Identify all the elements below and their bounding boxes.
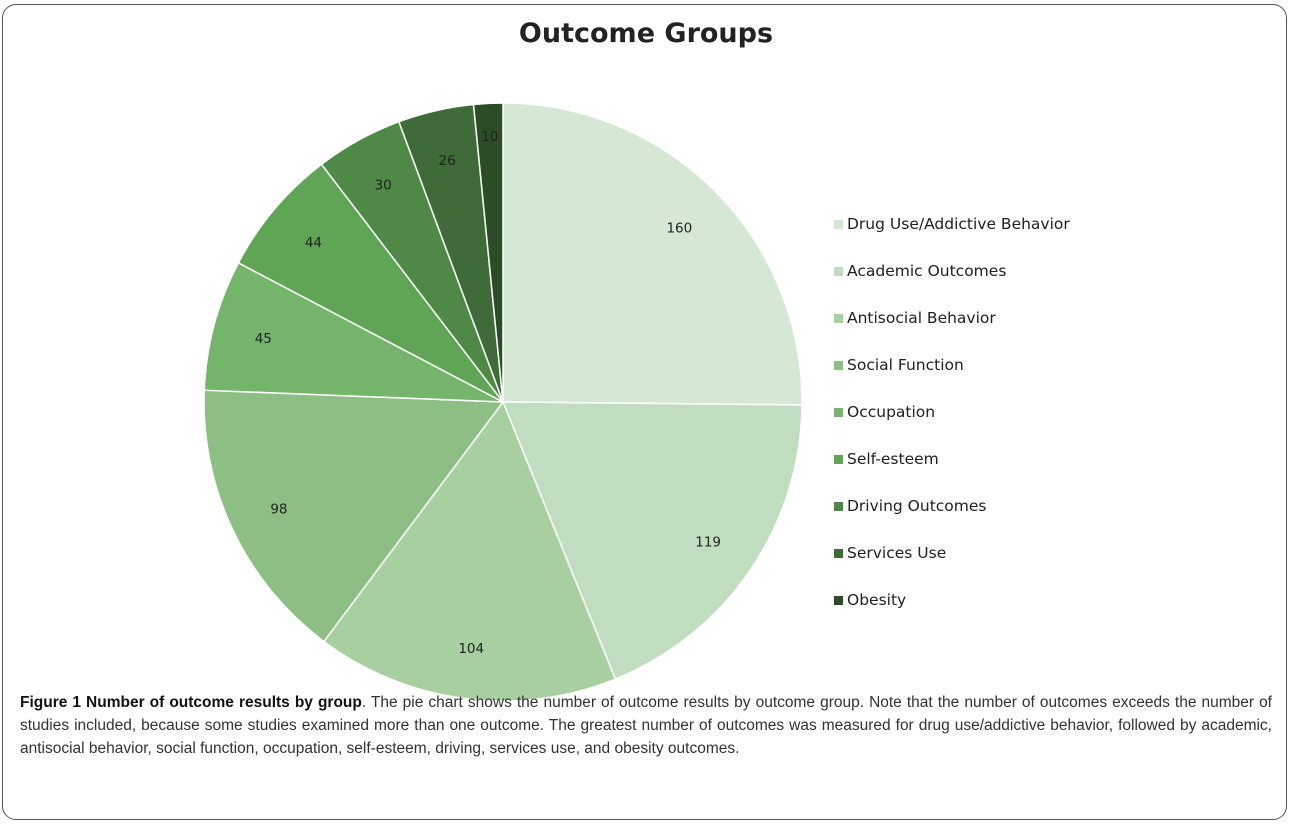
legend-item-obesity: Obesity <box>834 590 906 610</box>
legend-swatch <box>834 219 843 229</box>
legend-label: Obesity <box>847 591 907 609</box>
legend-swatch <box>834 266 843 276</box>
legend-label: Services Use <box>847 544 947 562</box>
pie-slice-drug-use-addictive-behavior <box>502 102 803 406</box>
legend-item-driving-outcomes: Driving Outcomes <box>834 496 987 516</box>
legend-label: Occupation <box>847 403 936 421</box>
data-label-obesity: 10 <box>481 129 498 145</box>
data-label-services-use: 26 <box>439 153 456 169</box>
data-label-occupation: 45 <box>255 331 272 347</box>
legend-label: Driving Outcomes <box>847 497 987 515</box>
pie-slice-obesity <box>472 102 504 403</box>
legend-swatch <box>834 501 843 511</box>
legend-swatch <box>834 407 843 417</box>
caption-text: . The pie chart shows the number of outc… <box>20 694 1272 757</box>
legend-item-antisocial-behavior: Antisocial Behavior <box>834 308 996 328</box>
figure-caption: Figure 1 Number of outcome results by gr… <box>20 691 1272 760</box>
legend-label: Self-esteem <box>847 450 939 468</box>
legend-item-self-esteem: Self-esteem <box>834 449 939 469</box>
data-label-drug-use-addictive-behavior: 160 <box>666 220 692 236</box>
pie-slice-occupation <box>203 261 504 403</box>
legend-swatch <box>834 360 843 370</box>
chart-title: Outcome Groups <box>518 18 774 49</box>
legend-swatch <box>834 595 843 605</box>
pie-slice-self-esteem <box>237 163 504 403</box>
legend-swatch <box>834 548 843 558</box>
pie-slice-academic-outcomes <box>501 401 803 681</box>
legend-item-occupation: Occupation <box>834 402 935 422</box>
legend-item-academic-outcomes: Academic Outcomes <box>834 261 1006 281</box>
legend-label: Antisocial Behavior <box>847 309 996 327</box>
legend-item-social-function: Social Function <box>834 355 964 375</box>
legend-item-services-use: Services Use <box>834 543 946 563</box>
pie-slice-social-function <box>203 389 505 643</box>
data-label-academic-outcomes: 119 <box>695 535 721 551</box>
pie-slice-antisocial-behavior <box>322 400 617 702</box>
legend-item-drug-use-addictive-behavior: Drug Use/Addictive Behavior <box>834 214 1070 234</box>
caption-title: Figure 1 Number of outcome results by gr… <box>20 694 362 711</box>
legend-label: Social Function <box>847 356 964 374</box>
legend-swatch <box>834 454 843 464</box>
data-label-self-esteem: 44 <box>305 235 322 251</box>
data-label-antisocial-behavior: 104 <box>458 641 484 657</box>
data-label-social-function: 98 <box>270 502 287 518</box>
data-label-driving-outcomes: 30 <box>375 178 392 194</box>
legend-swatch <box>834 313 843 323</box>
legend-label: Academic Outcomes <box>847 262 1007 280</box>
legend-label: Drug Use/Addictive Behavior <box>847 215 1070 233</box>
